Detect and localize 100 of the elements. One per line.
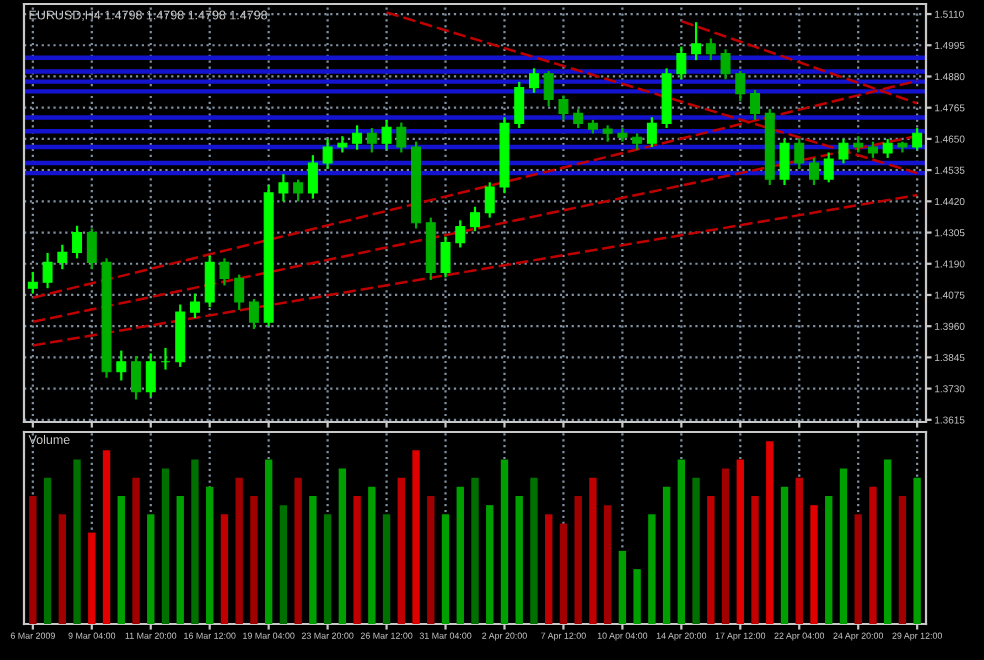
bar [603,505,612,624]
candlestick [514,80,525,130]
bar [220,514,229,624]
bar [58,514,66,624]
bar [795,477,803,624]
bar [427,496,435,624]
bar [412,450,420,624]
candlestick [484,181,495,219]
bar [662,486,671,624]
candlestick [838,137,849,165]
bar [117,496,125,624]
candlestick [735,69,746,103]
candlestick [234,273,245,312]
bar [235,477,243,624]
bar [692,477,700,624]
bar [500,459,509,624]
bar [397,477,405,624]
candlestick [528,67,539,94]
bar [721,468,730,624]
bar [102,450,111,624]
bar [825,496,833,624]
bar [279,505,288,624]
bar [854,514,862,624]
bar [353,496,361,624]
candlestick [455,219,466,249]
candlestick [676,45,687,81]
bar [766,441,774,624]
candlestick [366,126,377,154]
candlestick [543,69,554,108]
candlestick [278,173,289,203]
candlestick [322,137,333,170]
candlestick [293,178,304,203]
candlestick [912,126,923,151]
candlestick [779,137,790,187]
candlestick [72,224,83,260]
bar [43,477,52,624]
bar [176,496,184,624]
candlestick [27,270,38,295]
candlestick [720,48,731,81]
candlestick [809,156,819,187]
candlestick [131,354,141,401]
candlestick [248,297,259,331]
candlestick [691,21,702,62]
bar [884,459,892,624]
bar [191,459,199,624]
bar [913,477,921,624]
bar [736,459,744,624]
candlestick [558,94,569,122]
bar [456,486,464,624]
candlestick [219,257,230,287]
bar [515,496,523,624]
bar [206,486,214,624]
bar [382,514,391,624]
bar [545,514,553,624]
bar [559,523,568,624]
bar [471,477,479,624]
bar [309,496,317,624]
bar [264,459,273,624]
candlestick [750,88,761,122]
bar [839,468,848,624]
bar [368,486,376,624]
bar [338,468,347,624]
candlestick [823,151,834,184]
bar [530,477,538,624]
bar [132,477,140,624]
candlestick [705,37,716,62]
candlestick [440,235,451,279]
candlestick [189,292,200,320]
bar [618,550,627,624]
bar [29,496,37,624]
bar [574,496,582,624]
candlestick [42,251,53,290]
candlestick [882,137,893,160]
bar [589,477,597,624]
candlestick [470,205,480,233]
bar [633,569,641,624]
bar [869,486,877,624]
bar [323,514,332,624]
bar [707,496,715,624]
candlestick [794,137,805,170]
candlestick [145,352,156,398]
bar [898,496,907,624]
candlestick [352,124,363,151]
candlestick [116,349,127,382]
bar [88,532,96,624]
bar [486,505,494,624]
candlestick [307,154,318,200]
bar [810,505,818,624]
bar [147,514,155,624]
candlestick [573,107,584,130]
candlestick [86,227,97,271]
candlestick [204,254,215,309]
candlestick [396,121,407,154]
bar [73,459,81,624]
candlestick [646,116,657,149]
bar [441,514,450,624]
bar [648,514,656,624]
bar [751,496,759,624]
candlestick [57,243,68,271]
bar [250,496,258,624]
